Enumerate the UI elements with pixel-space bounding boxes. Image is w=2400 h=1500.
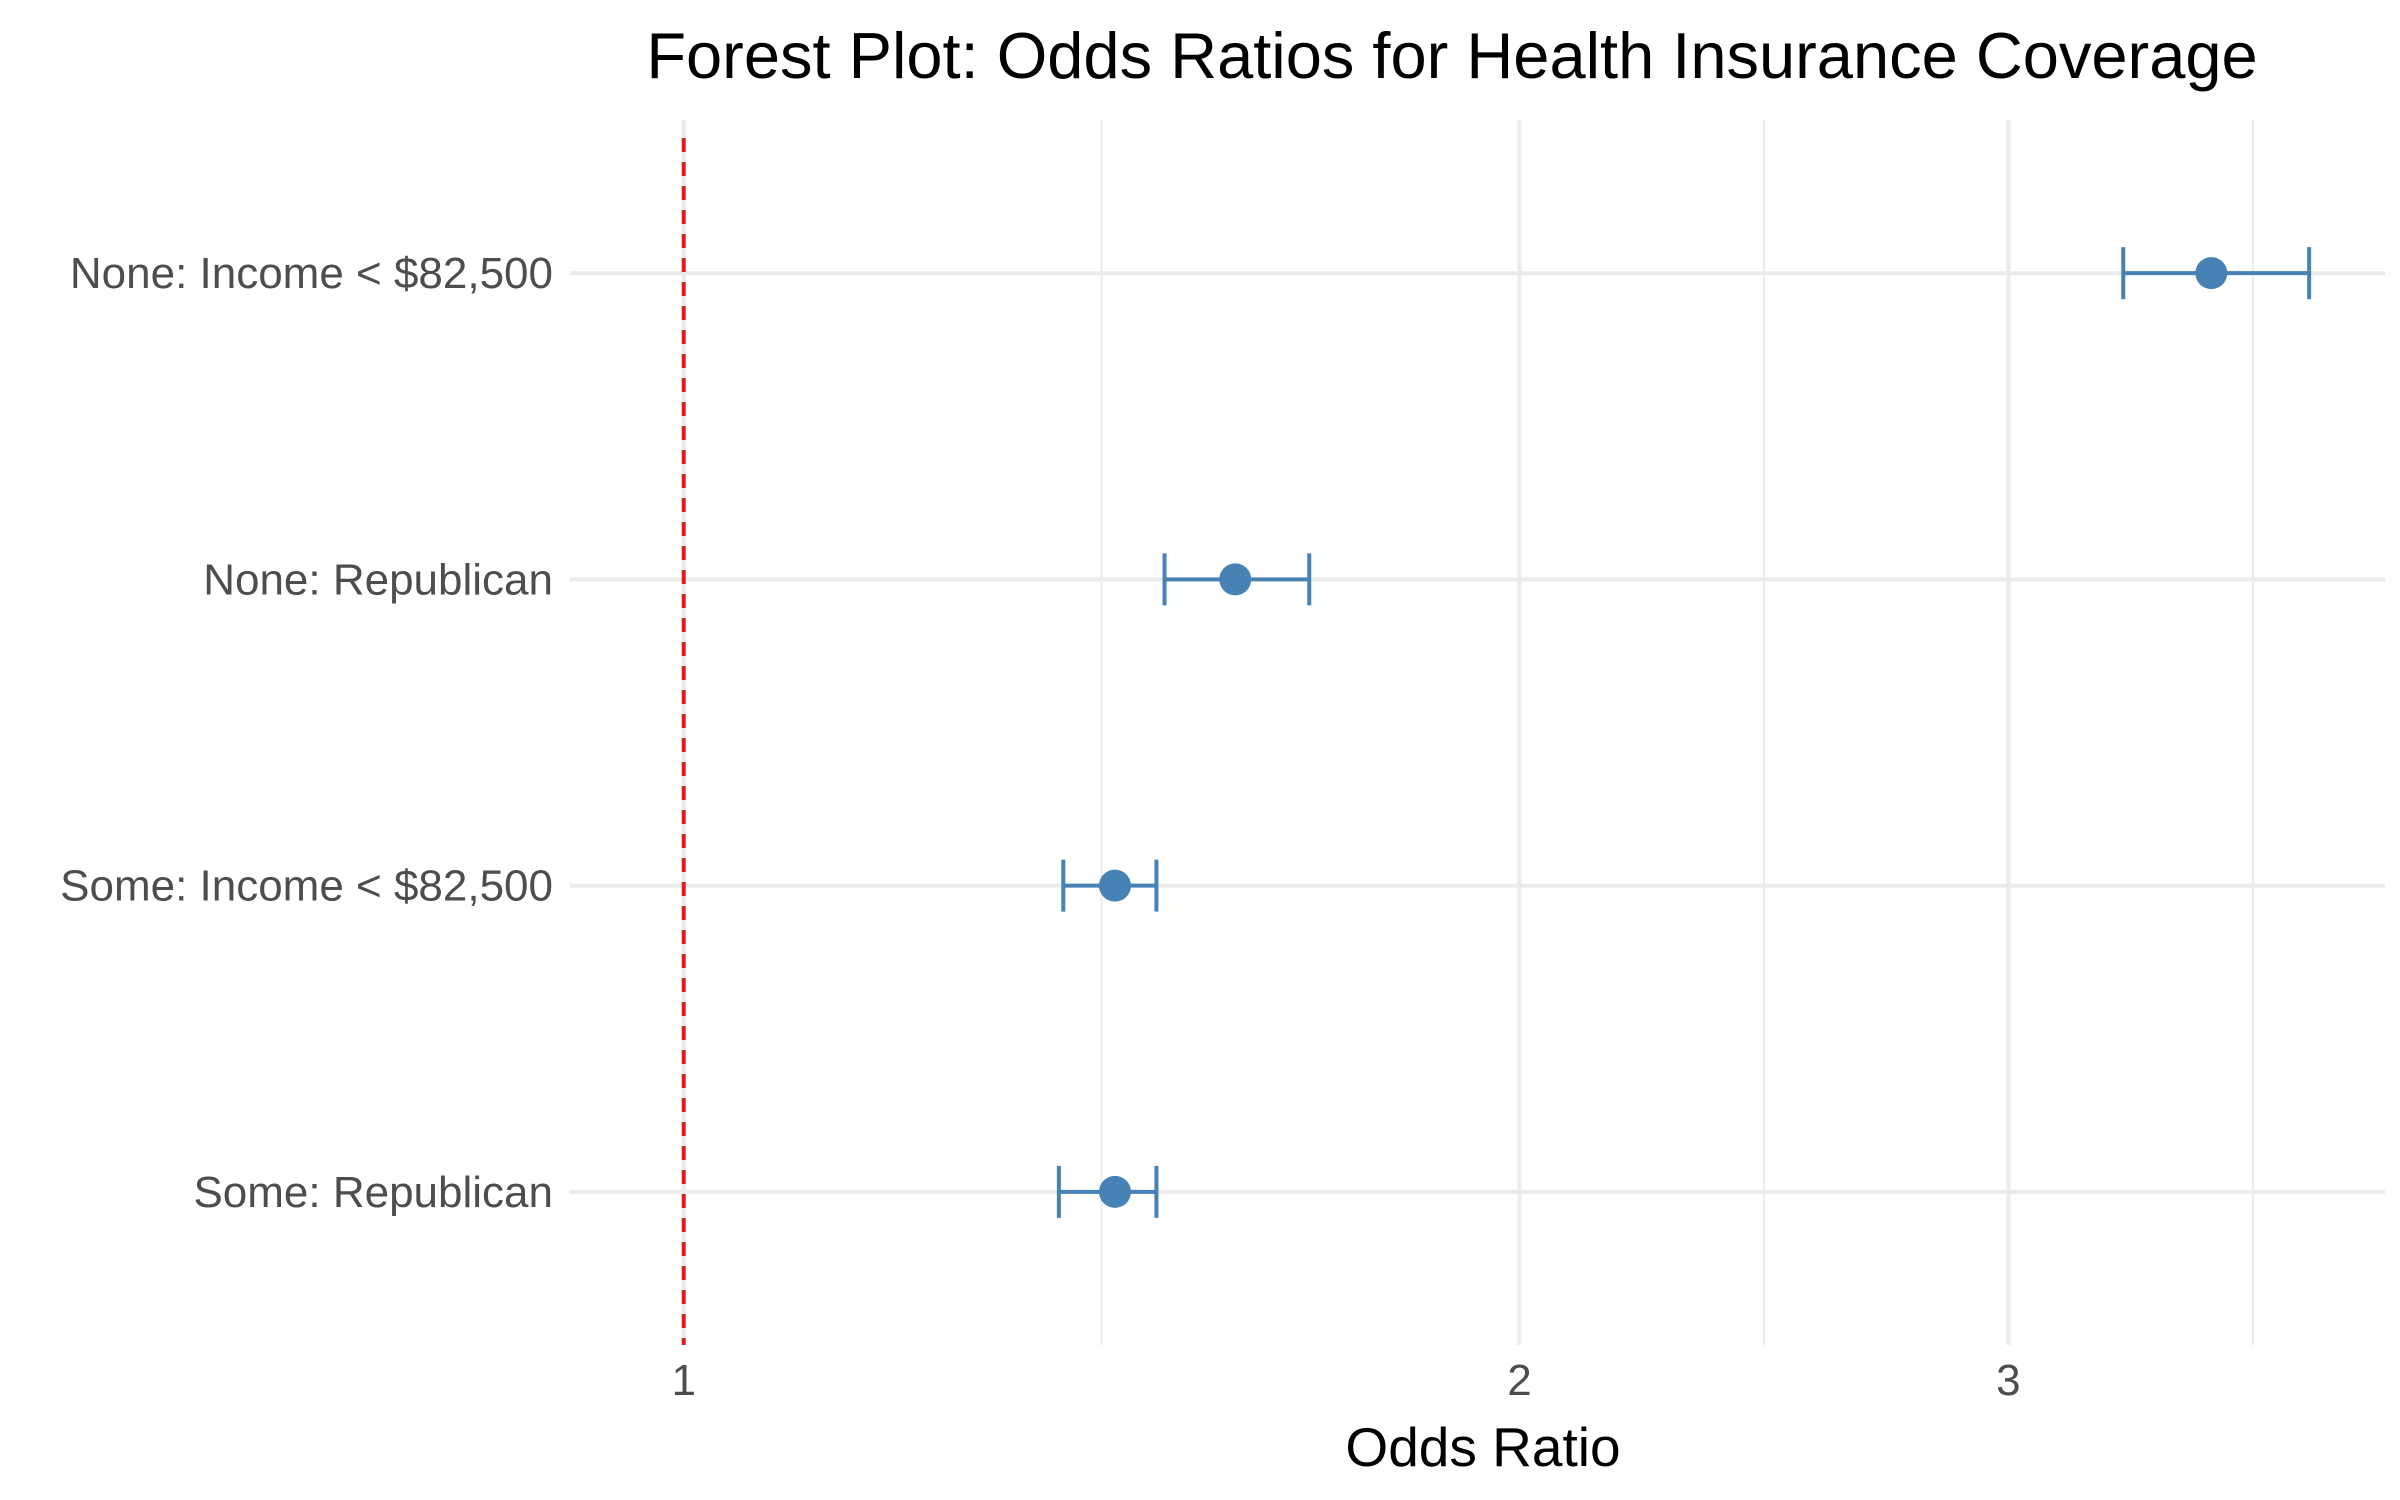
estimate-point-0 (2195, 257, 2228, 290)
x-axis-title: Odds Ratio (1345, 1416, 1620, 1478)
label-layer: None: Income < $82,500 None: Republican So… (60, 249, 2020, 1405)
y-tick-label-1: None: Republican (203, 555, 553, 604)
estimate-point-2 (1098, 869, 1131, 902)
grid-layer (570, 120, 2385, 1345)
data-layer (1056, 247, 2312, 1218)
chart-title: Forest Plot: Odds Ratios for Health Insu… (646, 19, 2257, 92)
estimate-point-1 (1219, 563, 1252, 596)
estimate-point-3 (1098, 1175, 1131, 1208)
y-tick-label-2: Some: Income < $82,500 (60, 862, 553, 911)
y-tick-label-0: None: Income < $82,500 (70, 249, 553, 298)
x-tick-label-2: 3 (1996, 1356, 2020, 1405)
x-tick-label-0: 1 (671, 1356, 695, 1405)
y-tick-label-3: Some: Republican (193, 1168, 553, 1217)
x-tick-label-1: 2 (1507, 1356, 1531, 1405)
